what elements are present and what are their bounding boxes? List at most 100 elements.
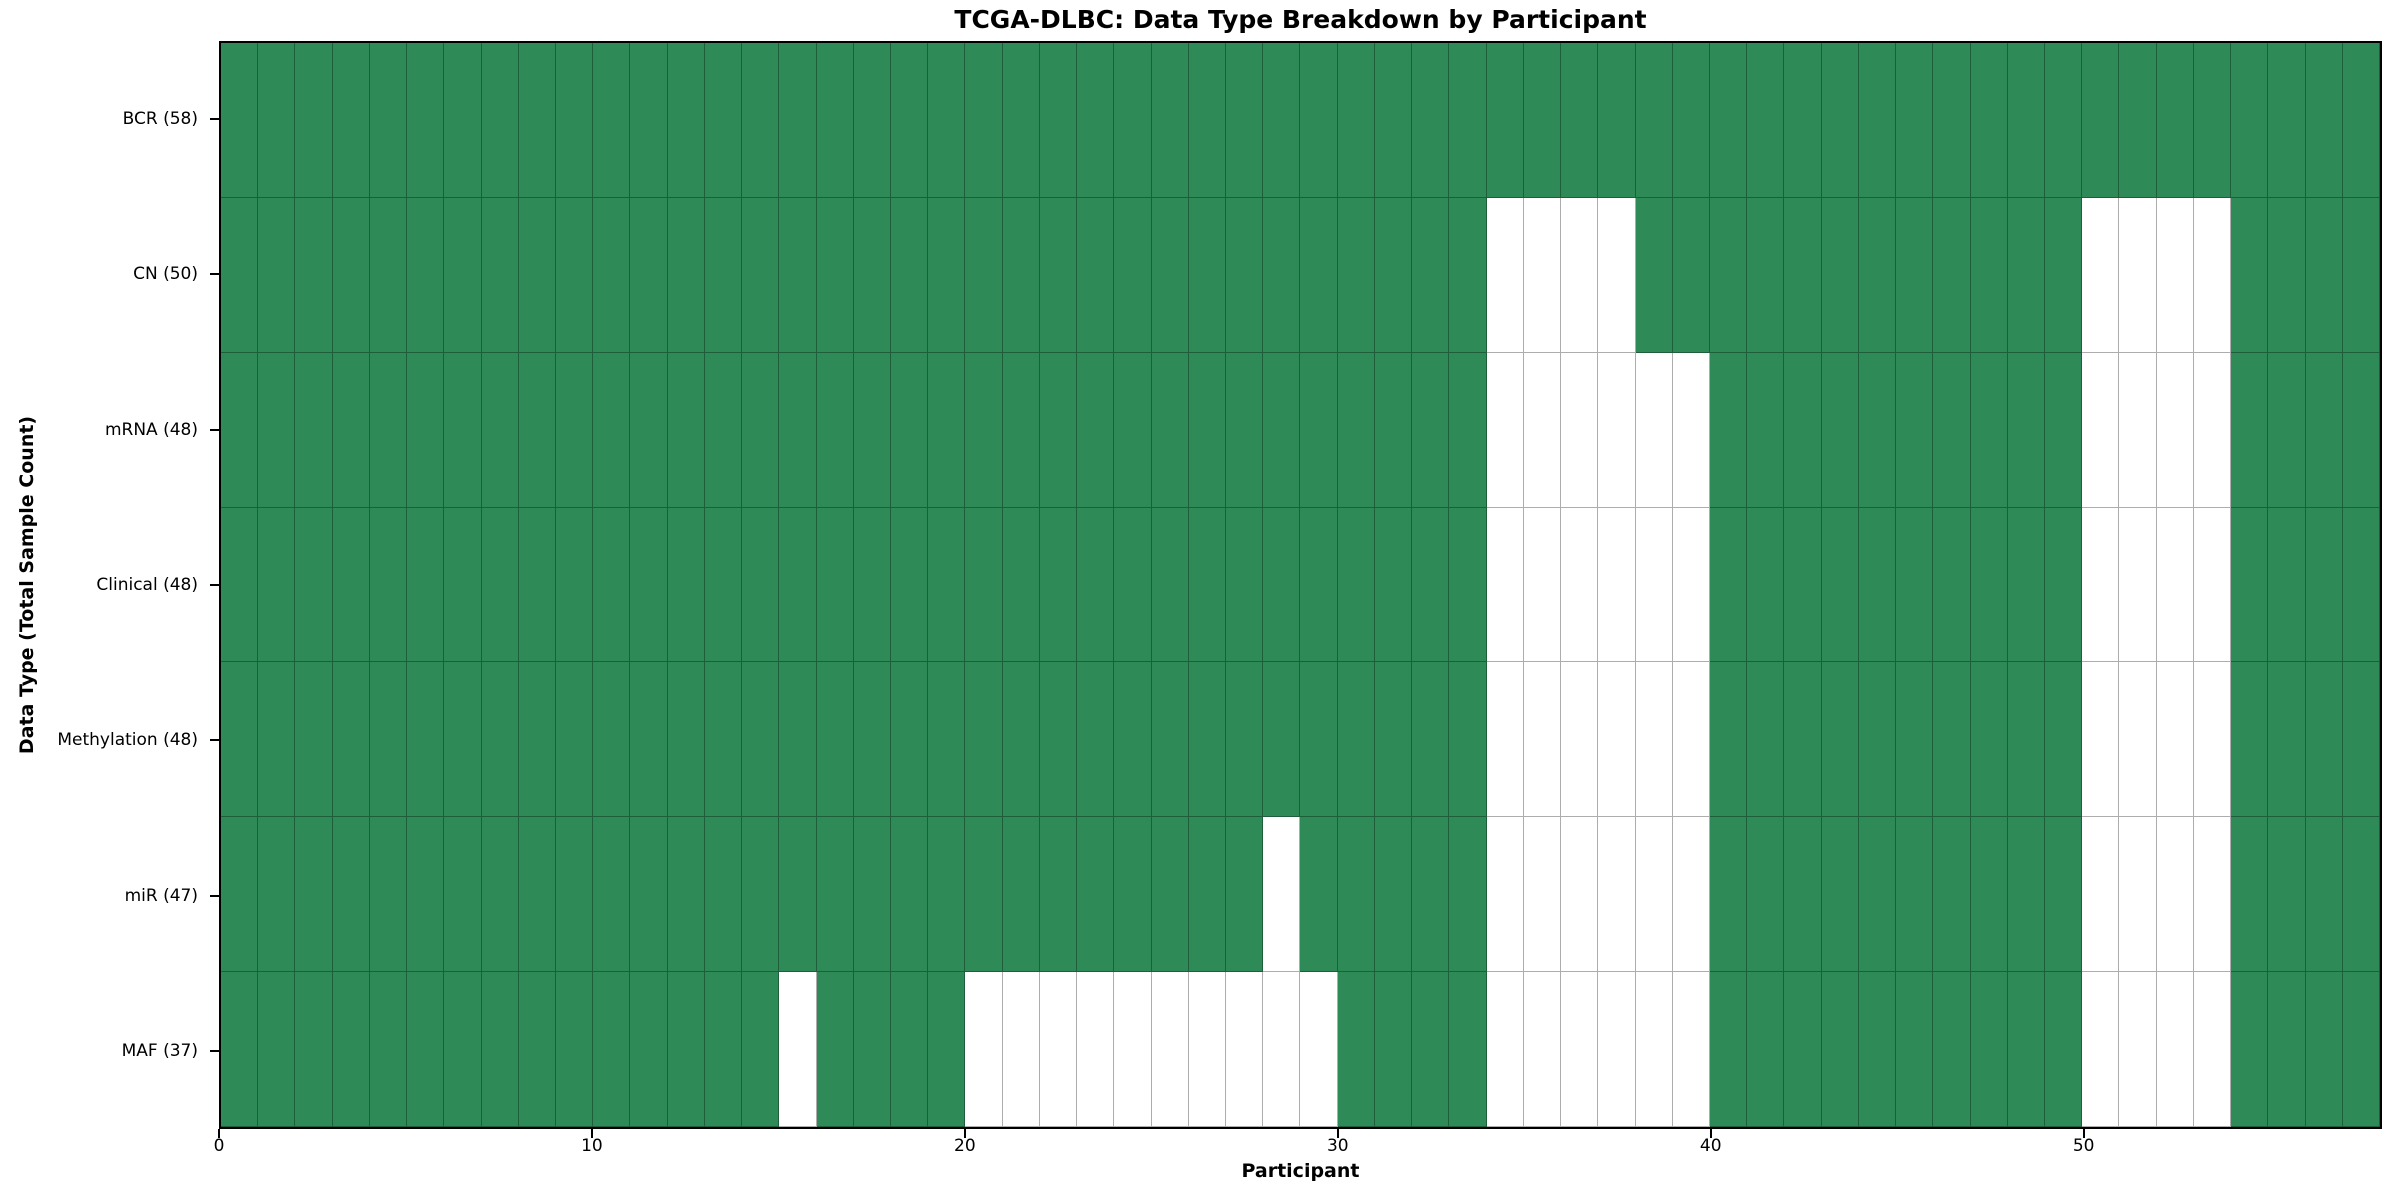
heatmap-cell <box>1077 507 1115 663</box>
heatmap-cell <box>1188 817 1227 973</box>
heatmap-cell <box>1970 507 2008 663</box>
heatmap-cell <box>1784 817 1822 973</box>
heatmap-cell <box>2231 43 2269 198</box>
heatmap-cell <box>1523 43 1562 198</box>
heatmap-cell <box>1858 197 1897 353</box>
heatmap-cell <box>407 507 445 663</box>
heatmap-cell <box>2156 972 2194 1127</box>
heatmap-cell <box>444 197 482 353</box>
heatmap-cell <box>369 507 408 663</box>
heatmap-cell <box>2193 197 2232 353</box>
heatmap-cell <box>965 817 1003 973</box>
heatmap-cell <box>1598 43 1636 198</box>
heatmap-cell <box>1374 817 1413 973</box>
heatmap-cell <box>779 197 817 353</box>
x-tick-mark <box>218 1129 220 1138</box>
heatmap-cell <box>2268 817 2306 973</box>
heatmap-cell <box>1449 662 1487 818</box>
heatmap-cell <box>1337 197 1375 353</box>
heatmap-cell <box>1486 43 1524 198</box>
heatmap-cell <box>2044 817 2083 973</box>
heatmap-cell <box>630 817 668 973</box>
heatmap-cell <box>2342 817 2380 973</box>
heatmap-cell <box>481 352 519 508</box>
heatmap-cell <box>1747 972 1785 1127</box>
heatmap-cell <box>2044 43 2083 198</box>
heatmap-cell <box>481 43 519 198</box>
heatmap-cell <box>630 662 668 818</box>
heatmap-cell <box>2342 352 2380 508</box>
heatmap-cell <box>630 197 668 353</box>
heatmap-cell <box>1077 43 1115 198</box>
heatmap-cell <box>1709 817 1748 973</box>
heatmap-cell <box>1226 197 1264 353</box>
heatmap-cell <box>1449 352 1487 508</box>
heatmap-cell <box>556 352 594 508</box>
heatmap-cell <box>1561 817 1599 973</box>
heatmap-cell <box>593 817 631 973</box>
heatmap-cell <box>1077 972 1115 1127</box>
heatmap-cell <box>779 507 817 663</box>
heatmap-cell <box>630 43 668 198</box>
heatmap-cell <box>1635 662 1673 818</box>
heatmap-cell <box>816 352 854 508</box>
heatmap-cell <box>779 972 817 1127</box>
heatmap-cell <box>1151 972 1189 1127</box>
heatmap-cell <box>258 662 296 818</box>
heatmap-cell <box>816 197 854 353</box>
heatmap-cell <box>407 352 445 508</box>
heatmap-cell <box>965 662 1003 818</box>
heatmap-cell <box>1598 817 1636 973</box>
heatmap-cell <box>2156 662 2194 818</box>
heatmap-cell <box>2119 972 2157 1127</box>
heatmap-cell <box>2007 197 2045 353</box>
heatmap-cell <box>928 507 966 663</box>
heatmap-cell <box>2342 662 2380 818</box>
heatmap-cell <box>1523 817 1562 973</box>
heatmap-cell <box>221 507 259 663</box>
heatmap-cell <box>1114 817 1152 973</box>
heatmap-cell <box>1970 662 2008 818</box>
heatmap-cell <box>1039 43 1078 198</box>
heatmap-cell <box>444 43 482 198</box>
heatmap-cell <box>1449 197 1487 353</box>
heatmap-cell <box>2119 507 2157 663</box>
heatmap-cell <box>891 662 929 818</box>
heatmap-cell <box>1300 972 1338 1127</box>
heatmap-cell <box>742 662 780 818</box>
heatmap-cell <box>667 817 705 973</box>
heatmap-cell <box>853 352 892 508</box>
heatmap-cell <box>2119 817 2157 973</box>
heatmap-cell <box>1002 352 1040 508</box>
heatmap-cell <box>2342 43 2380 198</box>
heatmap-cell <box>630 352 668 508</box>
heatmap-cell <box>2268 197 2306 353</box>
heatmap-cell <box>742 43 780 198</box>
heatmap-cell <box>1933 43 1971 198</box>
heatmap-cell <box>1486 352 1524 508</box>
heatmap-cell <box>593 197 631 353</box>
heatmap-cell <box>1337 662 1375 818</box>
heatmap-cell <box>258 197 296 353</box>
heatmap-cell <box>928 352 966 508</box>
heatmap-cell <box>1933 352 1971 508</box>
heatmap-cell <box>1486 507 1524 663</box>
heatmap-cell <box>853 197 892 353</box>
heatmap-cell <box>1896 43 1934 198</box>
heatmap-cell <box>2231 662 2269 818</box>
heatmap-cell <box>1263 817 1301 973</box>
heatmap-cell <box>1896 352 1934 508</box>
heatmap-cell <box>1412 817 1450 973</box>
heatmap-cell <box>1933 662 1971 818</box>
heatmap-cell <box>1858 662 1897 818</box>
heatmap-cell <box>444 817 482 973</box>
heatmap-cell <box>258 817 296 973</box>
heatmap-cell <box>1151 197 1189 353</box>
x-tick-label: 20 <box>954 1136 976 1156</box>
heatmap-cell <box>1561 662 1599 818</box>
heatmap-cell <box>816 43 854 198</box>
heatmap-cell <box>407 197 445 353</box>
heatmap-cell <box>928 817 966 973</box>
heatmap-cell <box>593 662 631 818</box>
heatmap-cell <box>1188 662 1227 818</box>
